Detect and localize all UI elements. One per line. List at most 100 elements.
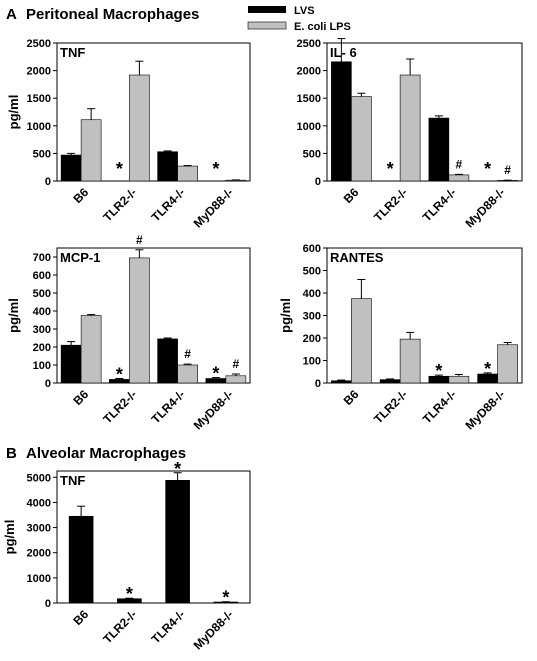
y-tick-label: 4000 bbox=[27, 497, 51, 509]
panel-tnf-alveolar: 0 1000 2000 3000 4000 5000 TNF pg/ml B6 * TLR2-/- *… bbox=[2, 459, 251, 652]
significance-star: * bbox=[484, 159, 491, 179]
bar-lps-tlr2 bbox=[129, 74, 150, 182]
legend-swatch-lvs bbox=[248, 6, 286, 13]
bar-lvs-b6 bbox=[68, 515, 94, 604]
category-label-tlr4: TLR4-/- bbox=[149, 185, 188, 224]
significance-star: * bbox=[126, 584, 133, 604]
y-axis-label: pg/ml bbox=[6, 95, 21, 130]
panel-tnf-peritoneal: 0 500 1000 1500 2000 2500 TNF pg/ml B6 * TLR2-/- TL… bbox=[6, 38, 251, 230]
panel-il6-peritoneal: 0 500 1000 1500 2000 2500 IL- 6 B6 * TLR2-/- # TLR4… bbox=[297, 38, 523, 230]
category-label-b6: B6 bbox=[70, 607, 91, 628]
panel-title: RANTES bbox=[330, 250, 384, 265]
bar-lps-tlr4 bbox=[448, 174, 470, 182]
y-tick-label: 2000 bbox=[27, 548, 51, 560]
legend-label-lvs: LVS bbox=[294, 5, 315, 17]
bar-lvs-tlr4 bbox=[157, 338, 178, 384]
plot-frame bbox=[56, 42, 251, 182]
category-label-tlr2: TLR2-/- bbox=[100, 607, 139, 646]
category-label-tlr2: TLR2-/- bbox=[371, 387, 410, 426]
category-label-tlr4: TLR4-/- bbox=[420, 387, 459, 426]
y-tick-label: 0 bbox=[45, 378, 51, 390]
category-label-tlr2: TLR2-/- bbox=[100, 185, 139, 224]
category-label-b6: B6 bbox=[70, 185, 91, 206]
bar-lvs-b6 bbox=[60, 154, 82, 182]
panel-mcp1-peritoneal: 0 100 200 300 400 500 600 700 MCP-1 pg/ml B6 * # TLR2… bbox=[6, 233, 251, 432]
y-tick-label: 700 bbox=[33, 252, 51, 264]
y-tick-label: 500 bbox=[33, 148, 51, 160]
bar-lps-tlr2 bbox=[399, 338, 421, 384]
category-label-myd88: MyD88-/- bbox=[462, 185, 507, 230]
legend-label-lps: E. coli LPS bbox=[294, 21, 351, 33]
significance-star: * bbox=[116, 159, 123, 179]
y-tick-label: 1500 bbox=[297, 93, 321, 105]
bar-lps-myd88 bbox=[497, 344, 518, 384]
bar-lps-tlr4 bbox=[177, 165, 198, 182]
legend-swatch-lps bbox=[247, 21, 287, 30]
bar-lvs-tlr4 bbox=[428, 117, 450, 182]
y-tick-label: 200 bbox=[303, 333, 321, 345]
y-tick-label: 400 bbox=[33, 306, 51, 318]
y-tick-label: 100 bbox=[303, 356, 321, 368]
y-tick-label: 5000 bbox=[27, 472, 51, 484]
y-tick-label: 0 bbox=[315, 176, 321, 188]
category-label-myd88: MyD88-/- bbox=[191, 387, 236, 432]
significance-star: * bbox=[222, 588, 229, 608]
bar-lvs-tlr4 bbox=[157, 151, 178, 182]
significance-star: * bbox=[435, 361, 442, 381]
panel-rantes-peritoneal: 0 100 200 300 400 500 600 RANTES pg/ml B6 TLR2-/- *… bbox=[278, 243, 523, 432]
y-tick-label: 0 bbox=[315, 378, 321, 390]
y-tick-label: 100 bbox=[33, 360, 51, 372]
y-tick-label: 1000 bbox=[27, 121, 51, 133]
y-tick-label: 500 bbox=[303, 148, 321, 160]
y-tick-label: 200 bbox=[33, 342, 51, 354]
section-a-letter: A bbox=[6, 6, 17, 23]
bar-lvs-b6 bbox=[331, 61, 352, 182]
panel-title: IL- 6 bbox=[330, 45, 357, 60]
significance-star: * bbox=[212, 364, 219, 384]
significance-star: * bbox=[387, 159, 394, 179]
y-tick-label: 300 bbox=[303, 311, 321, 323]
bar-lvs-b6 bbox=[60, 344, 82, 384]
significance-hash: # bbox=[233, 357, 240, 371]
panel-title: MCP-1 bbox=[60, 250, 100, 265]
y-axis-label: pg/ml bbox=[6, 298, 21, 333]
category-label-b6: B6 bbox=[70, 387, 91, 408]
y-tick-label: 1500 bbox=[27, 93, 51, 105]
bar-lvs-b6 bbox=[331, 380, 352, 384]
bar-lvs-tlr2 bbox=[379, 379, 401, 384]
y-tick-label: 1000 bbox=[27, 573, 51, 585]
y-axis-label: pg/ml bbox=[2, 520, 17, 555]
category-label-tlr4: TLR4-/- bbox=[149, 387, 188, 426]
y-tick-label: 0 bbox=[45, 176, 51, 188]
category-label-myd88: MyD88-/- bbox=[191, 185, 236, 230]
category-label-b6: B6 bbox=[341, 185, 362, 206]
y-tick-label: 600 bbox=[33, 270, 51, 282]
bar-lps-tlr4 bbox=[177, 364, 198, 384]
bar-lps-b6 bbox=[351, 298, 372, 384]
bar-lps-b6 bbox=[80, 315, 102, 384]
y-tick-label: 300 bbox=[33, 324, 51, 336]
category-label-tlr2: TLR2-/- bbox=[371, 185, 410, 224]
significance-hash: # bbox=[136, 233, 143, 247]
section-b-title: Alveolar Macrophages bbox=[26, 445, 186, 462]
y-tick-label: 2500 bbox=[27, 38, 51, 50]
category-label-tlr4: TLR4-/- bbox=[149, 607, 188, 646]
category-label-b6: B6 bbox=[341, 387, 362, 408]
y-tick-label: 3000 bbox=[27, 523, 51, 535]
y-tick-label: 500 bbox=[33, 288, 51, 300]
bar-lps-tlr4 bbox=[448, 375, 470, 384]
significance-star: * bbox=[116, 365, 123, 385]
bar-lps-tlr2 bbox=[399, 74, 421, 182]
category-label-myd88: MyD88-/- bbox=[462, 387, 507, 432]
significance-hash: # bbox=[456, 157, 463, 171]
significance-star: * bbox=[174, 459, 181, 479]
y-tick-label: 600 bbox=[303, 243, 321, 255]
bar-lps-myd88 bbox=[225, 375, 247, 384]
section-a-title: Peritoneal Macrophages bbox=[26, 6, 199, 23]
y-tick-label: 2000 bbox=[27, 66, 51, 78]
y-tick-label: 2500 bbox=[297, 38, 321, 50]
significance-hash: # bbox=[184, 347, 191, 361]
bar-lps-tlr2 bbox=[129, 257, 150, 384]
category-label-myd88: MyD88-/- bbox=[191, 607, 236, 652]
